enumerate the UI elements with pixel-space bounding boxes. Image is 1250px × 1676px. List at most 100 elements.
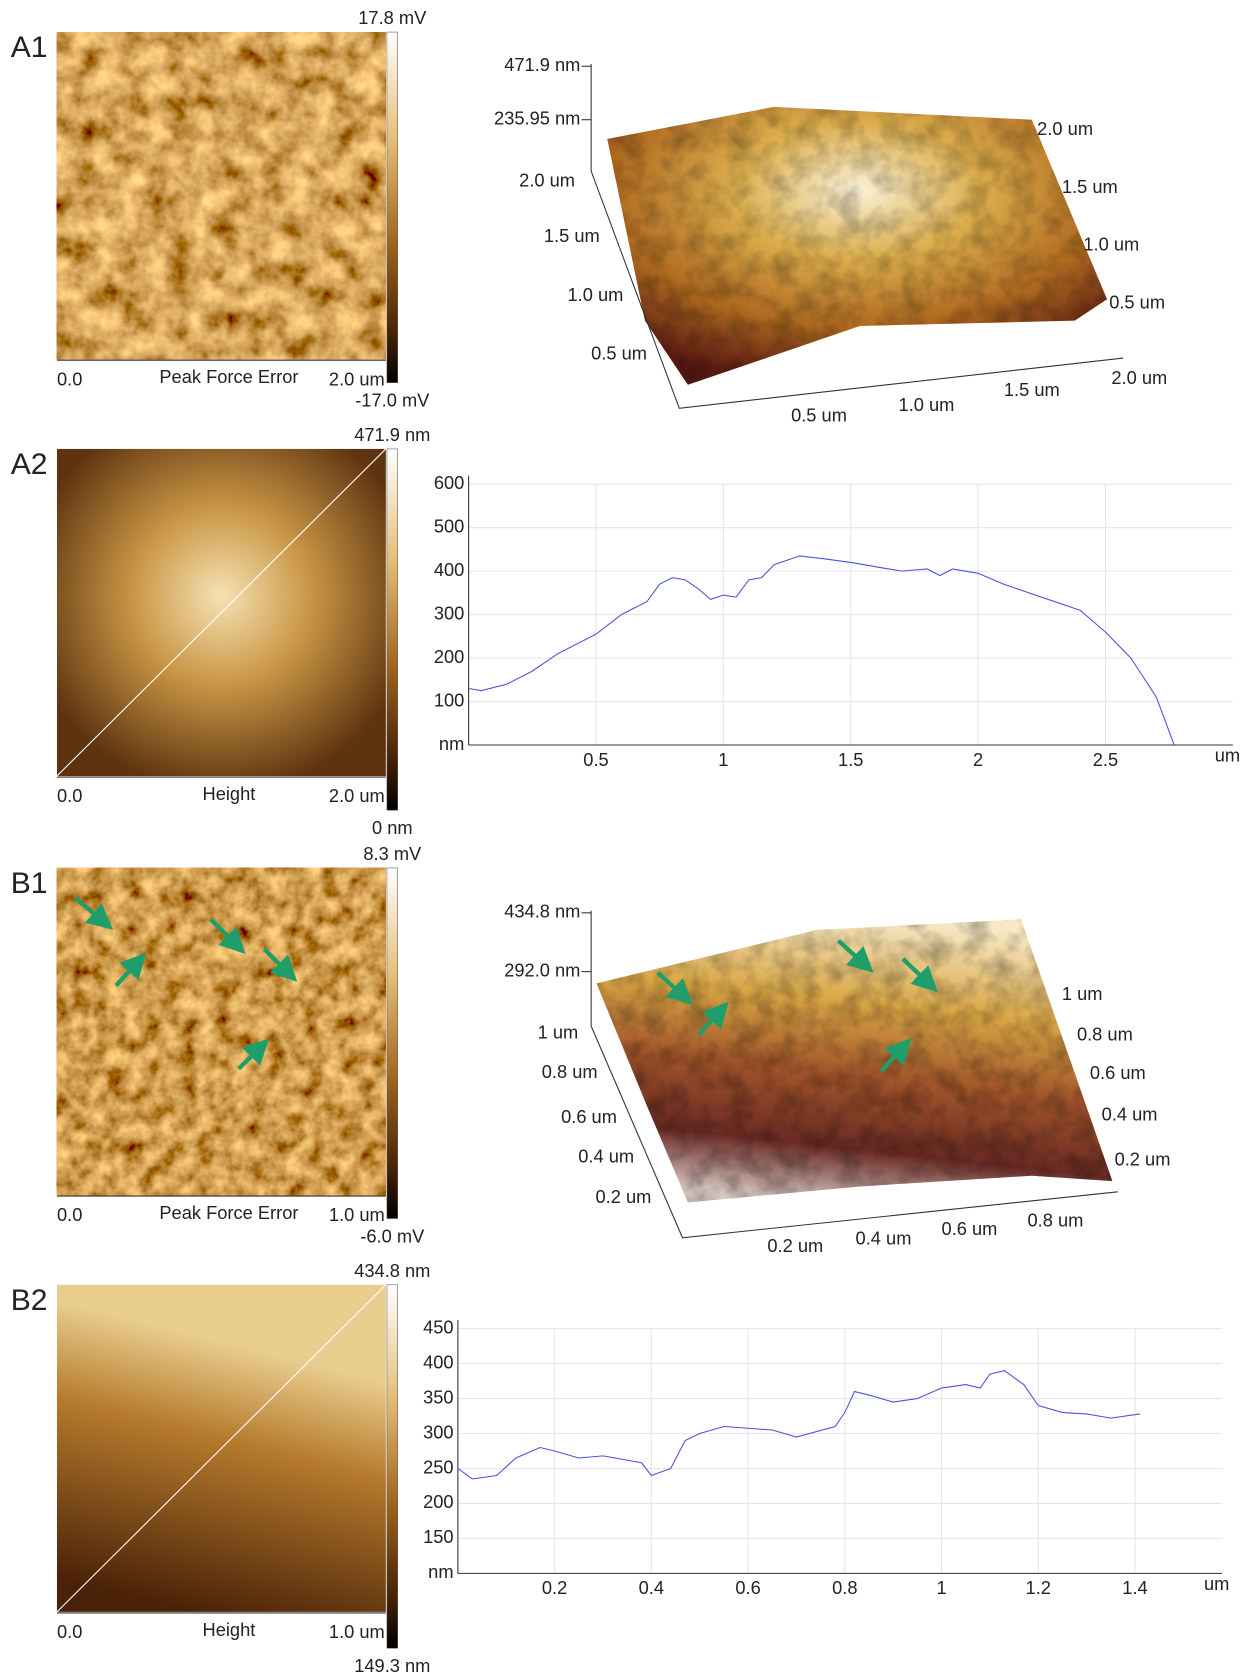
- scale-min: 0 nm: [372, 818, 413, 838]
- y-tick-label: 1.5 um: [544, 226, 600, 246]
- y-tick-label: nm: [428, 1562, 453, 1582]
- x-tick-label: 1.0 um: [899, 395, 955, 415]
- y-tick-label: 450: [423, 1317, 453, 1337]
- y-tick-label: 1.0 um: [568, 285, 624, 305]
- y-tick-label: 150: [423, 1527, 453, 1547]
- scale-max: 471.9 nm: [354, 425, 430, 445]
- y-tick-label: 400: [434, 560, 464, 580]
- y-tick-label: 0.8 um: [542, 1062, 598, 1082]
- profile-line: [468, 555, 1175, 746]
- scan-origin: 0.0: [57, 369, 82, 389]
- scale-max: 17.8 mV: [358, 8, 427, 28]
- scale-max: 434.8 nm: [354, 1261, 430, 1281]
- x-tick-label: 0.4 um: [856, 1229, 912, 1249]
- colorbar: [386, 448, 398, 811]
- x-tick-label: 2: [973, 750, 983, 770]
- colorbar: [386, 867, 398, 1219]
- x-tick-label: 1.4: [1122, 1578, 1147, 1598]
- x-tick-label: 2.0 um: [1111, 368, 1167, 388]
- x-tick-label: 1.5: [838, 750, 863, 770]
- x-tick-label: 0.2 um: [767, 1236, 823, 1256]
- y-tick-label: 0.5 um: [1109, 292, 1165, 312]
- x-tick-label: 0.5: [583, 750, 608, 770]
- y-tick-label: 1 um: [1062, 984, 1103, 1004]
- y-tick-label: 0.5 um: [591, 344, 647, 364]
- x-tick-label: 2.5: [1093, 750, 1118, 770]
- y-tick-label: 1.0 um: [1083, 235, 1139, 255]
- y-tick-label: 0.4 um: [578, 1146, 634, 1166]
- x-tick-label: 0.8 um: [1028, 1211, 1084, 1231]
- arrows: [73, 896, 938, 1073]
- panel-label: A2: [11, 448, 48, 481]
- y-tick-label: 0.6 um: [561, 1107, 617, 1127]
- profile-line: [56, 1284, 387, 1613]
- profile-charts: nm 100 200 300 400 500 600 0.5 1 1.5 2 2.5 um nm 150 20…: [423, 473, 1240, 1598]
- y-tick-label: 400: [423, 1352, 453, 1372]
- y-tick-label: 200: [434, 647, 464, 667]
- scan-size: 2.0 um: [329, 369, 385, 389]
- y-tick-label: 500: [434, 517, 464, 537]
- x-axis-label: um: [1215, 746, 1240, 766]
- x-tick-label: 1: [718, 750, 728, 770]
- scan-origin: 0.0: [57, 1622, 82, 1642]
- y-tick-label: 300: [434, 603, 464, 623]
- surface-texture: [607, 106, 1108, 385]
- scale-max: 8.3 mV: [363, 844, 422, 864]
- x-axis-label: um: [1204, 1574, 1229, 1594]
- colorbar: [386, 31, 398, 383]
- z-tick-label: 292.0 nm: [504, 960, 580, 980]
- channel-name: Peak Force Error: [159, 367, 298, 387]
- profile-line: [457, 1369, 1140, 1480]
- y-tick-label: 1 um: [538, 1022, 579, 1042]
- y-tick-label: 100: [434, 690, 464, 710]
- channel-name: Height: [203, 1620, 256, 1640]
- labels: A1 17.8 mV -17.0 mV 0.0 Peak Force Error 2.0 …: [11, 8, 1171, 1676]
- y-tick-label: 200: [423, 1492, 453, 1512]
- y-tick-label: 1.5 um: [1062, 177, 1118, 197]
- y-tick-label: 2.0 um: [519, 171, 575, 191]
- y-tick-label: 300: [423, 1422, 453, 1442]
- z-tick-label: 434.8 nm: [504, 902, 580, 922]
- y-tick-label: 600: [434, 473, 464, 493]
- scale-min: 149.3 nm: [354, 1656, 430, 1676]
- x-tick-label: 0.2: [542, 1578, 567, 1598]
- y-tick-label: 0.6 um: [1090, 1063, 1146, 1083]
- x-tick-label: 0.6: [735, 1578, 760, 1598]
- scale-min: -6.0 mV: [360, 1227, 425, 1247]
- scan-origin: 0.0: [57, 1205, 82, 1225]
- y-tick-label: 2.0 um: [1037, 119, 1093, 139]
- y-tick-label: 0.2 um: [1115, 1150, 1171, 1170]
- channel-name: Height: [203, 784, 256, 804]
- profile-line: [56, 448, 387, 777]
- panel-label: A1: [11, 31, 48, 64]
- x-tick-label: 1.5 um: [1004, 380, 1060, 400]
- scan-size: 1.0 um: [329, 1205, 385, 1225]
- panel-label: B2: [11, 1284, 48, 1317]
- y-tick-label: nm: [439, 734, 464, 754]
- scan-size: 2.0 um: [329, 786, 385, 806]
- colorbar: [386, 1284, 398, 1649]
- scan-size: 1.0 um: [329, 1622, 385, 1642]
- y-tick-label: 0.8 um: [1077, 1025, 1133, 1045]
- panel-label: B1: [11, 867, 48, 900]
- surface-texture: [596, 919, 1113, 1203]
- channel-name: Peak Force Error: [159, 1203, 298, 1223]
- x-tick-label: 1.2: [1026, 1578, 1051, 1598]
- z-tick-label: 235.95 nm: [494, 109, 580, 129]
- y-tick-label: 350: [423, 1387, 453, 1407]
- y-tick-label: 0.4 um: [1102, 1105, 1158, 1125]
- y-tick-label: 250: [423, 1457, 453, 1477]
- axes-3d: [590, 64, 1124, 1239]
- x-tick-label: 0.6 um: [942, 1219, 998, 1239]
- z-tick-label: 471.9 nm: [504, 55, 580, 75]
- afm-image: [56, 867, 386, 1196]
- scan-origin: 0.0: [57, 786, 82, 806]
- x-tick-label: 1: [936, 1578, 946, 1598]
- x-tick-label: 0.5 um: [791, 406, 847, 426]
- x-tick-label: 0.4: [639, 1578, 664, 1598]
- y-tick-label: 0.2 um: [595, 1187, 651, 1207]
- scale-min: -17.0 mV: [355, 391, 430, 411]
- afm-image: [56, 32, 386, 360]
- x-tick-label: 0.8: [832, 1578, 857, 1598]
